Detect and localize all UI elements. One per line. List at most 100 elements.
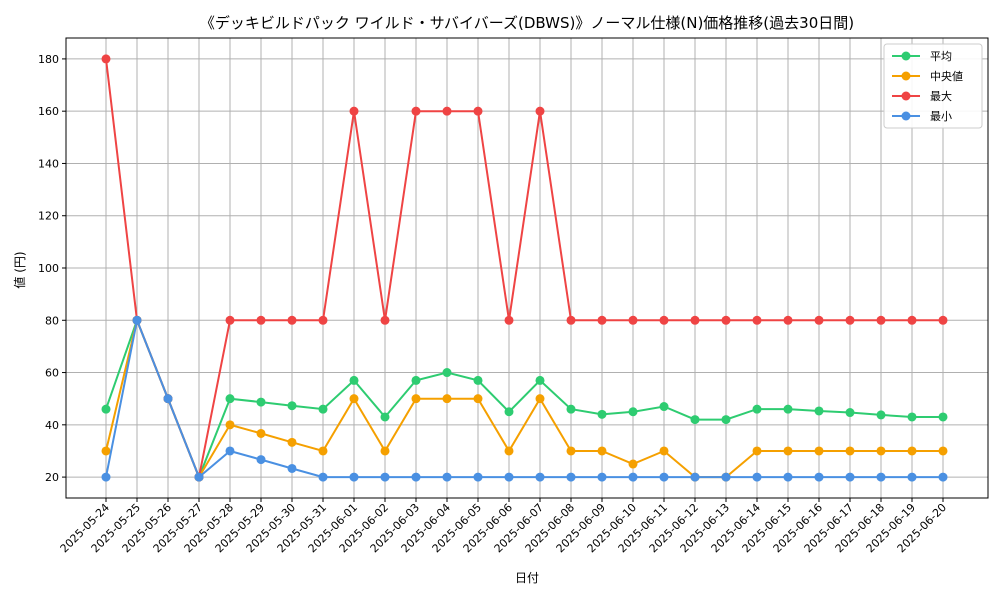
data-point [411,375,421,385]
data-point [721,315,731,325]
data-point [442,368,452,378]
data-point [659,315,669,325]
data-point [690,315,700,325]
data-point [504,407,514,417]
data-point [783,446,793,456]
data-point [628,407,638,417]
data-point [504,446,514,456]
legend-marker [901,91,911,101]
data-point [411,472,421,482]
data-point [628,459,638,469]
data-point [473,106,483,116]
legend-marker [901,71,911,81]
data-point [566,446,576,456]
data-point [535,472,545,482]
series-layer [101,54,948,482]
data-point [752,446,762,456]
data-point [721,415,731,425]
data-point [411,394,421,404]
data-point [349,472,359,482]
data-point [814,472,824,482]
data-point [535,375,545,385]
series-line [105,58,943,481]
legend-box [883,43,983,129]
data-point [318,446,328,456]
data-point [938,412,948,422]
data-point [659,402,669,412]
data-point [845,408,855,418]
y-tick-label: 120 [38,210,59,223]
y-tick-label: 160 [38,105,59,118]
series-line [105,317,943,480]
y-tick-label: 20 [45,471,59,484]
data-point [256,397,266,407]
data-point [256,315,266,325]
data-point [752,404,762,414]
data-point [349,106,359,116]
data-point [163,394,173,404]
series-最小 [101,315,948,482]
y-tick-label: 60 [45,367,59,380]
y-tick-label: 80 [45,314,59,327]
data-point [783,315,793,325]
data-point [287,315,297,325]
data-point [752,472,762,482]
data-point [256,428,266,438]
data-point [783,472,793,482]
data-point [101,54,111,64]
data-point [318,315,328,325]
data-point [256,455,266,465]
data-point [876,446,886,456]
data-point [132,315,142,325]
data-point [535,394,545,404]
data-point [628,315,638,325]
legend-label: 平均 [930,50,952,63]
data-point [225,420,235,430]
series-line [105,316,943,480]
data-point [690,472,700,482]
data-point [938,315,948,325]
data-point [318,472,328,482]
data-point [225,315,235,325]
data-point [907,446,917,456]
data-point [814,315,824,325]
data-point [411,106,421,116]
data-point [566,404,576,414]
data-point [845,446,855,456]
y-tick-label: 180 [38,53,59,66]
data-point [318,404,328,414]
data-point [876,315,886,325]
data-point [690,415,700,425]
data-point [659,446,669,456]
data-point [876,472,886,482]
data-point [907,315,917,325]
data-point [597,472,607,482]
x-axis-ticks: 2025-05-242025-05-252025-05-262025-05-27… [58,498,949,555]
data-point [473,394,483,404]
legend-marker [901,51,911,61]
data-point [752,315,762,325]
series-平均 [101,315,948,482]
data-point [845,315,855,325]
data-point [287,401,297,411]
data-point [566,472,576,482]
data-point [938,446,948,456]
data-point [225,446,235,456]
legend-marker [901,111,911,121]
data-point [783,404,793,414]
data-point [380,472,390,482]
grid-lines [66,38,988,498]
data-point [659,472,669,482]
series-中央値 [101,315,948,482]
y-tick-label: 100 [38,262,59,275]
data-point [566,315,576,325]
y-axis-label: 値 (円) [12,251,27,288]
data-point [473,472,483,482]
data-point [287,463,297,473]
data-point [380,412,390,422]
data-point [287,437,297,447]
data-point [101,446,111,456]
data-point [504,315,514,325]
